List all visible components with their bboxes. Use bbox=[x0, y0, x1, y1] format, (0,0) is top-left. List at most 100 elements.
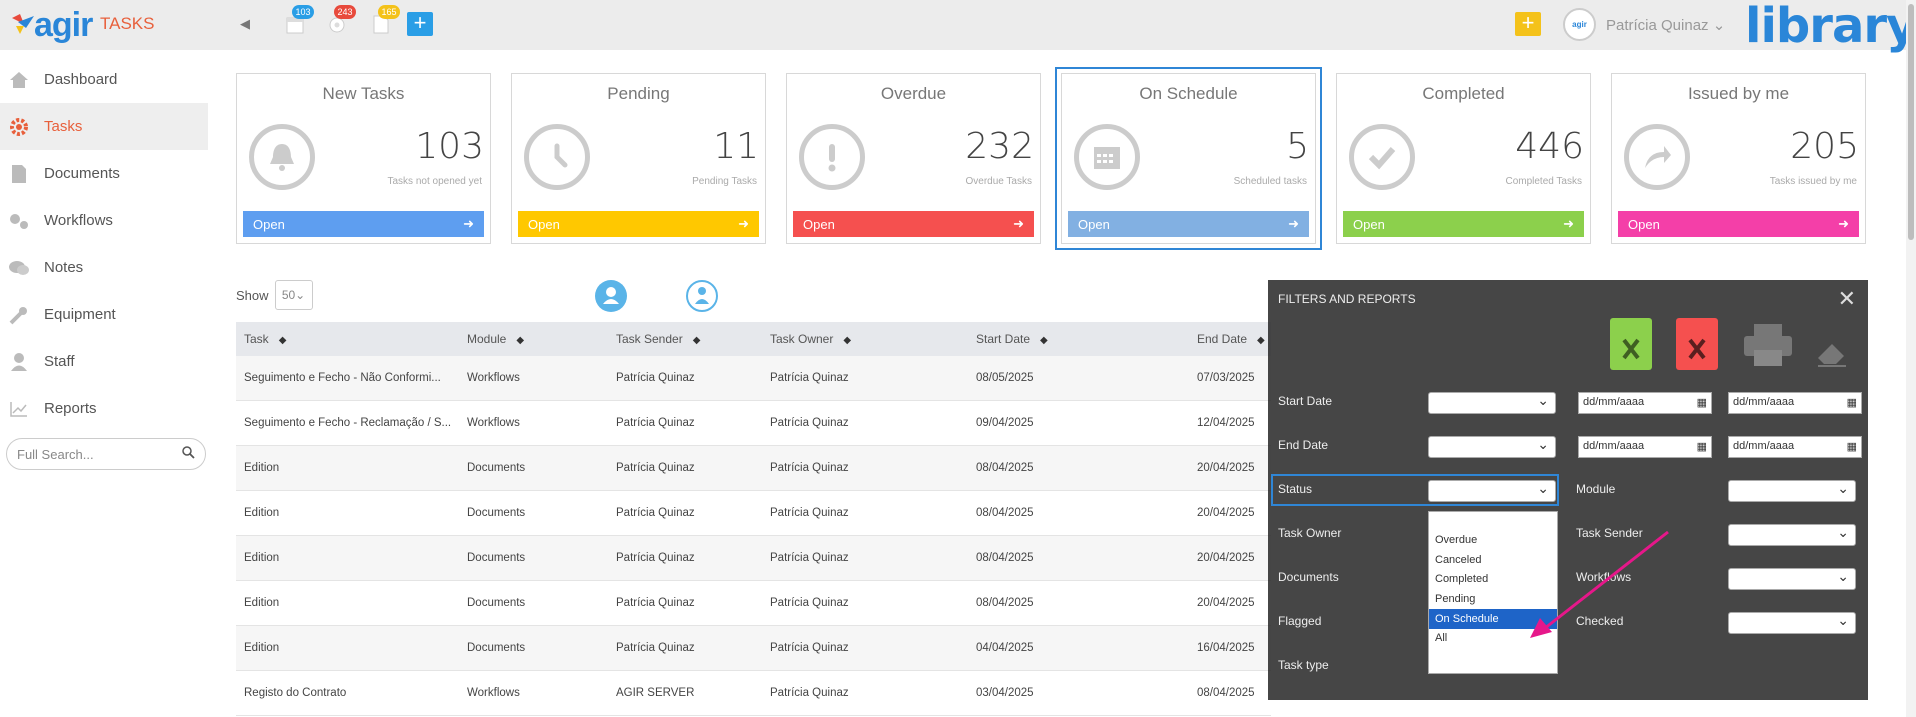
card-subtitle: Completed Tasks bbox=[1505, 176, 1582, 187]
column-header-module[interactable]: Module ◆ bbox=[467, 332, 525, 346]
status-option-overdue[interactable]: Overdue bbox=[1435, 534, 1478, 546]
print-icon[interactable] bbox=[1742, 322, 1794, 368]
arrow-right-icon: ➜ bbox=[463, 216, 474, 231]
table-row[interactable]: Edition Documents Patrícia Quinaz Patrícia … bbox=[236, 536, 1271, 581]
table-row[interactable]: Edition Documents Patrícia Quinaz Patrícia … bbox=[236, 446, 1271, 491]
sidebar-item-reports[interactable]: Reports bbox=[0, 385, 208, 432]
status-option-pending[interactable]: Pending bbox=[1435, 593, 1476, 605]
card-title: Completed bbox=[1422, 84, 1505, 103]
table-row[interactable]: Edition Documents Patrícia Quinaz Patrícia … bbox=[236, 581, 1271, 626]
calendar-notification[interactable]: 103 bbox=[286, 5, 314, 34]
open-pending-button[interactable]: Open ➜ bbox=[518, 211, 759, 237]
sort-icon: ◆ bbox=[692, 335, 701, 346]
table-cell: 20/04/2025 bbox=[1197, 597, 1255, 609]
date-placeholder: dd/mm/aaaa bbox=[1733, 396, 1795, 408]
status-option-completed[interactable]: Completed bbox=[1435, 573, 1489, 585]
show-label: Show bbox=[236, 287, 269, 303]
open-issued-by-me-button[interactable]: Open ➜ bbox=[1618, 211, 1859, 237]
table-row[interactable]: Edition Documents Patrícia Quinaz Patrícia … bbox=[236, 626, 1271, 671]
table-row[interactable]: Registo do Contrato Workflows AGIR SERVER P… bbox=[236, 671, 1271, 716]
table-cell: 08/04/2025 bbox=[976, 462, 1034, 474]
collapse-sidebar-icon[interactable]: ◀ bbox=[240, 16, 250, 31]
add-button-blue[interactable]: + bbox=[407, 12, 433, 36]
sidebar-item-label: Equipment bbox=[44, 306, 116, 323]
sort-icon: ◆ bbox=[843, 335, 852, 346]
table-cell: AGIR SERVER bbox=[616, 687, 695, 699]
sort-icon: ◆ bbox=[1257, 335, 1265, 346]
scrollbar-thumb[interactable] bbox=[1908, 4, 1914, 240]
avatar[interactable]: agir bbox=[1563, 8, 1596, 41]
start-date-to-field[interactable]: dd/mm/aaaa ▦ bbox=[1728, 392, 1862, 414]
add-button-yellow[interactable]: + bbox=[1515, 12, 1541, 36]
close-icon[interactable]: ✕ bbox=[1837, 286, 1856, 311]
card-count: 103 bbox=[415, 126, 484, 167]
open-on-schedule-button[interactable]: Open ➜ bbox=[1068, 211, 1309, 237]
end-date-from-field[interactable]: dd/mm/aaaa ▦ bbox=[1578, 436, 1712, 458]
table-cell: Workflows bbox=[467, 417, 520, 429]
sidebar-item-notes[interactable]: Notes bbox=[0, 244, 208, 291]
excel-remove-icon[interactable] bbox=[1676, 318, 1718, 370]
page-size-select[interactable]: 50 ⌄ bbox=[274, 280, 313, 310]
column-header-task-owner[interactable]: Task Owner ◆ bbox=[770, 332, 852, 346]
sidebar-item-tasks[interactable]: Tasks bbox=[0, 103, 208, 150]
sidebar-item-equipment[interactable]: Equipment bbox=[0, 291, 208, 338]
column-header-task-sender[interactable]: Task Sender ◆ bbox=[616, 332, 701, 346]
open-overdue-button[interactable]: Open ➜ bbox=[793, 211, 1034, 237]
start-date-from-field[interactable]: dd/mm/aaaa ▦ bbox=[1578, 392, 1712, 414]
open-new-tasks-button[interactable]: Open ➜ bbox=[243, 211, 484, 237]
workflows-select[interactable] bbox=[1728, 568, 1856, 590]
document-notification[interactable]: 165 bbox=[372, 5, 400, 34]
sidebar-item-label: Notes bbox=[44, 259, 84, 276]
module-title: TASKS bbox=[100, 14, 155, 33]
start-date-range-select[interactable] bbox=[1428, 392, 1556, 414]
logo-text: agir bbox=[34, 5, 93, 44]
table-row[interactable]: Seguimento e Fecho - Reclamação / S... Wo… bbox=[236, 401, 1271, 446]
search-icon[interactable] bbox=[182, 446, 195, 462]
gear-notification[interactable]: 243 bbox=[328, 5, 356, 34]
status-dropdown-list[interactable]: Overdue Canceled Completed Pending On Sc… bbox=[1428, 511, 1558, 674]
button-label: Open bbox=[1078, 216, 1110, 232]
page-scrollbar[interactable] bbox=[1906, 0, 1916, 717]
column-header-task[interactable]: Task ◆ bbox=[244, 332, 287, 346]
status-option-all[interactable]: All bbox=[1435, 632, 1448, 644]
module-select[interactable] bbox=[1728, 480, 1856, 502]
column-header-end-date[interactable]: End Date ◆ bbox=[1197, 332, 1265, 346]
end-date-to-field[interactable]: dd/mm/aaaa ▦ bbox=[1728, 436, 1862, 458]
my-tasks-button[interactable] bbox=[595, 280, 627, 312]
full-search-input[interactable]: Full Search... bbox=[6, 438, 206, 470]
sidebar-item-staff[interactable]: Staff bbox=[0, 338, 208, 385]
task-sender-select[interactable] bbox=[1728, 524, 1856, 546]
status-option-canceled[interactable]: Canceled bbox=[1435, 554, 1482, 566]
user-menu[interactable]: Patrícia Quinaz ⌄ bbox=[1606, 16, 1725, 34]
date-placeholder: dd/mm/aaaa bbox=[1733, 440, 1795, 452]
table-cell: 03/04/2025 bbox=[976, 687, 1034, 699]
eraser-icon[interactable] bbox=[1814, 336, 1850, 370]
excel-icon[interactable] bbox=[1610, 318, 1652, 370]
table-cell: Patrícia Quinaz bbox=[770, 462, 849, 474]
agir-logo[interactable]: agir bbox=[10, 4, 93, 46]
calendar-icon[interactable]: ▦ bbox=[1846, 397, 1857, 409]
sidebar-item-documents[interactable]: Documents bbox=[0, 150, 208, 197]
table-row[interactable]: Edition Documents Patrícia Quinaz Patrícia … bbox=[236, 491, 1271, 536]
calendar-icon[interactable]: ▦ bbox=[1696, 397, 1707, 409]
sort-icon: ◆ bbox=[1040, 335, 1048, 346]
end-date-range-select[interactable] bbox=[1428, 436, 1556, 458]
checked-select[interactable] bbox=[1728, 612, 1856, 634]
table-row[interactable]: Seguimento e Fecho - Não Conformi... Work… bbox=[236, 356, 1271, 401]
open-completed-button[interactable]: Open ➜ bbox=[1343, 211, 1584, 237]
calendar-icon[interactable]: ▦ bbox=[1696, 441, 1707, 453]
user-tie-icon bbox=[695, 287, 709, 304]
table-cell: 08/04/2025 bbox=[976, 507, 1034, 519]
table-cell: Registo do Contrato bbox=[244, 687, 347, 699]
sidebar-item-dashboard[interactable]: Dashboard bbox=[0, 56, 208, 103]
status-option-on-schedule[interactable]: On Schedule bbox=[1429, 609, 1557, 629]
table-cell: Edition bbox=[244, 462, 280, 474]
column-header-start-date[interactable]: Start Date ◆ bbox=[976, 332, 1048, 346]
team-tasks-button[interactable] bbox=[686, 280, 718, 312]
table-cell: Documents bbox=[467, 507, 526, 519]
sidebar-item-workflows[interactable]: Workflows bbox=[0, 197, 208, 244]
table-cell: Seguimento e Fecho - Não Conformi... bbox=[244, 372, 441, 384]
card-new-tasks: New Tasks 103 Tasks not opened yet Open ➜ bbox=[236, 73, 491, 244]
status-select[interactable] bbox=[1428, 480, 1556, 502]
calendar-icon[interactable]: ▦ bbox=[1846, 441, 1857, 453]
